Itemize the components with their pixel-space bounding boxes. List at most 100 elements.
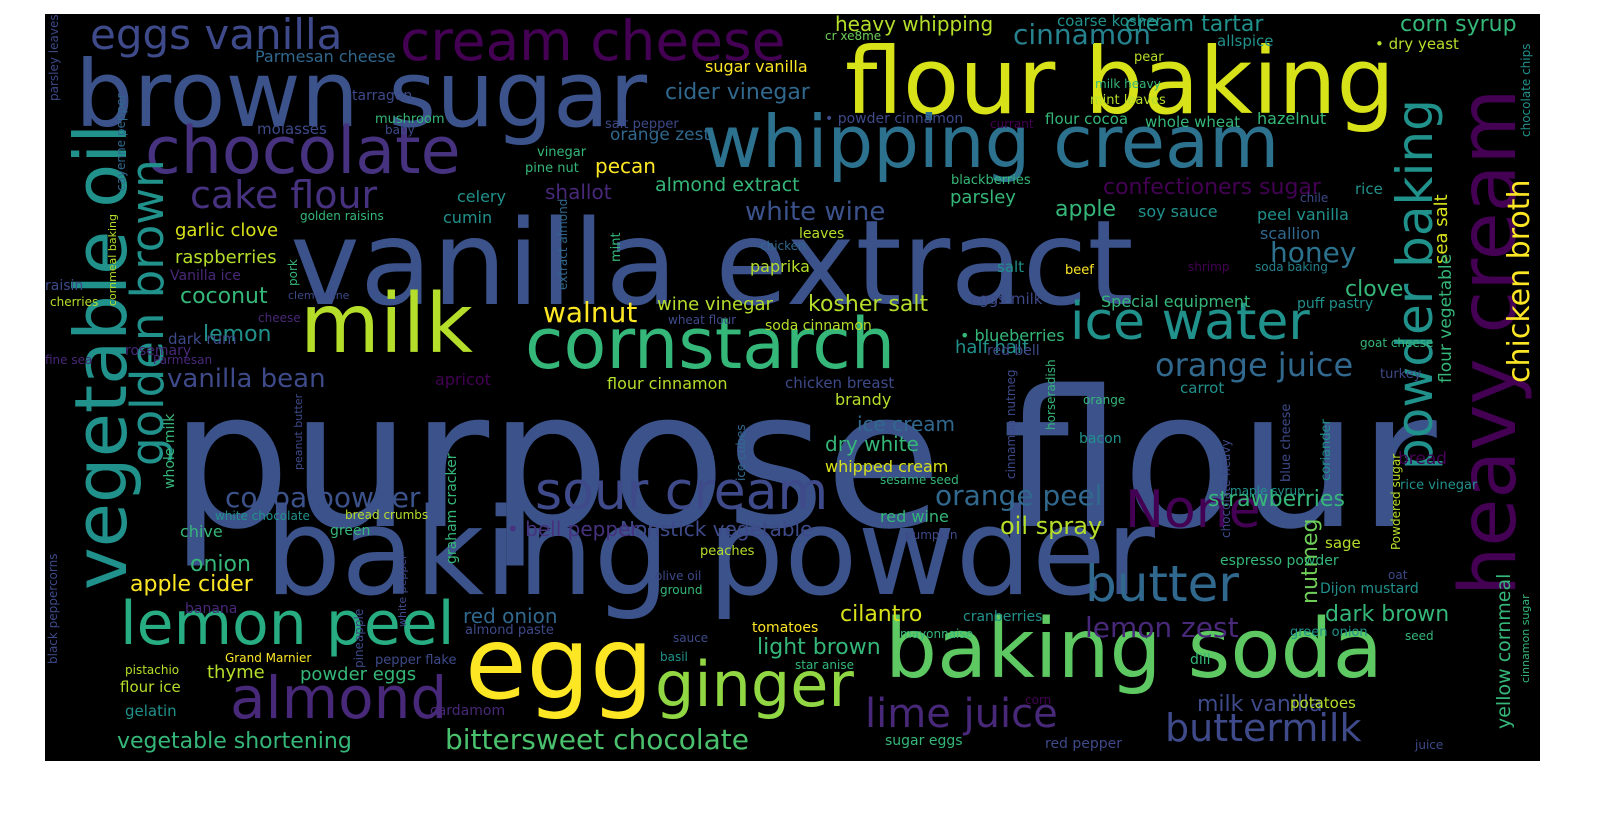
- word-half-half: half half: [955, 337, 1029, 358]
- word-vinegar: vinegar: [537, 145, 587, 160]
- word-lemon-peel: lemon peel: [120, 589, 455, 659]
- word-rosemary: rosemary: [125, 343, 192, 359]
- word-turkey: turkey: [1380, 367, 1422, 382]
- word-ice-cubes: ice cubes: [734, 424, 748, 481]
- word-currant: currant: [990, 117, 1034, 131]
- word-corn-syrup: corn syrup: [1400, 14, 1517, 37]
- word-maple-syrup: maple syrup: [1230, 484, 1305, 498]
- word-special-equipment: Special equipment: [1101, 292, 1251, 311]
- word-lemon: lemon: [203, 322, 272, 347]
- word-coarse-kosher: coarse kosher: [1057, 14, 1162, 30]
- word-star-anise: star anise: [795, 658, 854, 672]
- word-ground: ground: [660, 583, 703, 597]
- word-raspberries: raspberries: [175, 247, 277, 268]
- word-chive: chive: [180, 522, 223, 541]
- word-almond-extract: almond extract: [655, 174, 800, 196]
- word-white-wine: white wine: [745, 197, 886, 227]
- word-baking-powder: baking powder: [265, 484, 1155, 623]
- word-bell-pepper: • bell pepper: [507, 517, 639, 541]
- word-light-brown: light brown: [757, 635, 881, 660]
- word-whole-milk: whole milk: [162, 413, 178, 489]
- word-cheese: cheese: [258, 311, 301, 325]
- word-beef: beef: [1065, 263, 1094, 278]
- word-raisin: raisin: [45, 278, 84, 294]
- word-purpose-flour: purpose flour: [170, 350, 1437, 571]
- word-mushroom: mushroom: [375, 112, 445, 127]
- word-clementine: clementine: [288, 289, 350, 302]
- word-pumpkin: pumpkin: [905, 528, 958, 542]
- word-parsley: parsley: [950, 187, 1016, 208]
- word-graham-cracker: graham cracker: [444, 453, 460, 564]
- word-cr-xe8me: cr xe8me: [825, 29, 882, 43]
- word-cake-flour: cake flour: [190, 173, 378, 217]
- word-allspice: allspice: [1217, 32, 1274, 50]
- word-hazelnut: hazelnut: [1257, 109, 1327, 128]
- word-dry-white: dry white: [825, 432, 919, 456]
- word-pork: pork: [286, 259, 300, 286]
- word-coriander: coriander: [1319, 419, 1334, 481]
- word-golden-raisins: golden raisins: [300, 209, 384, 223]
- word-whipped-cream: whipped cream: [825, 457, 949, 476]
- word-scallion: scallion: [1260, 224, 1321, 243]
- word-olive-oil: olive oil: [655, 569, 702, 583]
- word-cinnamon-nutmeg: cinnamon nutmeg: [1004, 369, 1018, 479]
- word-vegetable-shortening: vegetable shortening: [117, 729, 352, 754]
- word-parmesan-cheese: Parmesan cheese: [255, 47, 396, 66]
- word-parmesan: Parmesan: [153, 353, 213, 367]
- word-soy-sauce: soy sauce: [1138, 202, 1218, 221]
- word-none: None: [1125, 480, 1261, 540]
- word-celery: celery: [457, 187, 506, 206]
- word-sugar-vanilla: sugar vanilla: [705, 57, 808, 76]
- word-mayonnaise: mayonnaise: [900, 627, 974, 641]
- word-rice-vinegar: rice vinegar: [1400, 478, 1478, 493]
- word-bread-crumbs: bread crumbs: [345, 508, 429, 522]
- word-tarragon: tarragon: [352, 88, 413, 104]
- word-extract-almond: extract almond: [556, 198, 570, 290]
- word-pear: pear: [1134, 50, 1164, 65]
- word-apricot: apricot: [435, 370, 491, 389]
- word-fine-sea: fine sea: [45, 353, 93, 367]
- word-blackberries: blackberries: [951, 173, 1031, 188]
- word-cream-tartar: cream tartar: [1125, 14, 1264, 37]
- word-chile: chile: [1300, 191, 1329, 205]
- word-oil-spray: oil spray: [1000, 512, 1103, 540]
- word-dijon-mustard: Dijon mustard: [1320, 581, 1419, 597]
- word-salt-pepper: salt pepper: [605, 117, 679, 132]
- word-carrot: carrot: [1180, 379, 1225, 397]
- word-eggs-vanilla: eggs vanilla: [90, 14, 343, 59]
- word-buttermilk: buttermilk: [1165, 706, 1362, 750]
- word-coconut: coconut: [180, 284, 268, 309]
- word-cornstarch: cornstarch: [525, 303, 896, 385]
- word-sour-cream: sour cream: [535, 462, 829, 522]
- word-pistachio: pistachio: [125, 663, 180, 677]
- word-blueberries: • blueberries: [960, 326, 1065, 345]
- word-baking-soda: baking soda: [885, 602, 1383, 697]
- word-milk: milk: [300, 277, 473, 372]
- word-nonstick-vegetable: Nonstick vegetable: [620, 517, 813, 541]
- word-gelatin: gelatin: [125, 702, 177, 720]
- word-walnut: walnut: [543, 296, 638, 329]
- word-red-pepper: red pepper: [1045, 736, 1123, 752]
- word-cinnamon-sugar: cinnamon sugar: [1519, 594, 1532, 683]
- word-shrimp: shrimp: [1188, 260, 1230, 274]
- word-sage: sage: [1325, 534, 1361, 552]
- word-brandy: brandy: [835, 390, 892, 409]
- word-yellow-cornmeal: yellow cornmeal: [1493, 573, 1515, 729]
- word-pecan: pecan: [595, 154, 656, 178]
- word-orange-juice: orange juice: [1155, 346, 1354, 384]
- word-whipping-cream: whipping cream: [703, 100, 1280, 184]
- word-mint-leaves: mint leaves: [1090, 93, 1166, 108]
- word-salt: salt: [997, 258, 1025, 276]
- word-ice-cream: ice cream: [857, 412, 956, 436]
- word-flour-cocoa: flour cocoa: [1045, 110, 1129, 128]
- word-cranberries: cranberries: [963, 609, 1043, 625]
- word-vanilla-ice: Vanilla ice: [170, 268, 241, 284]
- word-milk-vanilla: milk vanilla: [1197, 692, 1323, 717]
- word-pepper-flake: pepper flake: [375, 653, 457, 668]
- word-shallot: shallot: [545, 180, 612, 204]
- word-red-onion: red onion: [463, 604, 558, 628]
- word-cinnamon: cinnamon: [1013, 18, 1151, 51]
- word-white-chocolate: white chocolate: [215, 509, 310, 523]
- word-onion: onion: [190, 552, 251, 577]
- word-orange-peel: orange peel: [935, 479, 1103, 512]
